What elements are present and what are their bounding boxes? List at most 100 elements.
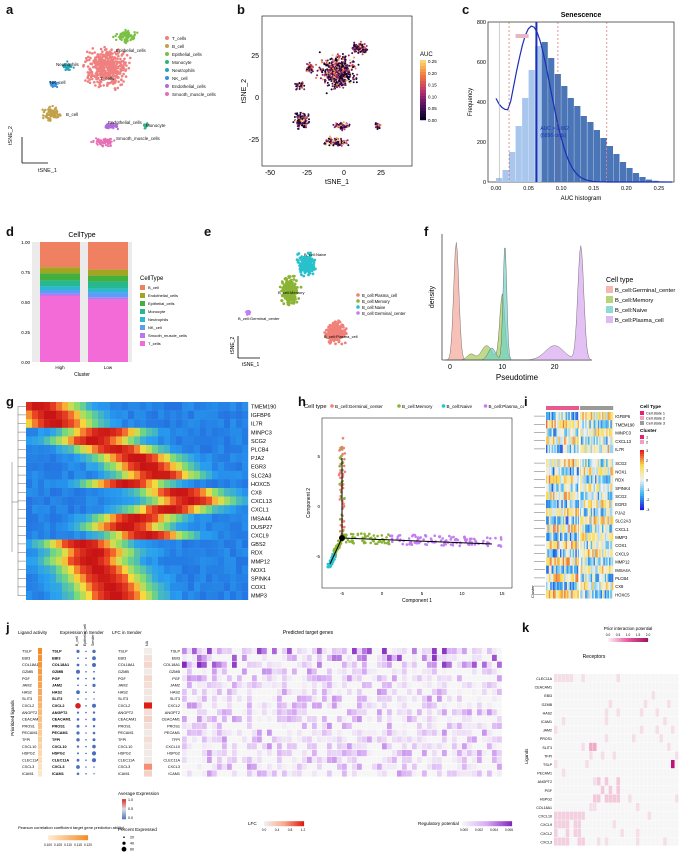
heatmap-cell <box>26 548 32 557</box>
heatmap-cell <box>158 540 164 549</box>
heatmap-cell <box>605 445 607 453</box>
heatmap-cell <box>567 566 569 574</box>
heatmap-cell <box>552 508 554 516</box>
heatmap-cell <box>188 462 194 471</box>
heatmap-cell <box>557 516 559 524</box>
heatmap-gene-label: RDX <box>615 478 624 483</box>
heatmap-cell <box>584 566 586 574</box>
heatmap-cell <box>122 497 128 506</box>
heatmap-cell <box>206 462 212 471</box>
heatmap-cell <box>563 541 565 549</box>
heatmap-cell <box>218 540 224 549</box>
tsne-point-tcell <box>87 74 90 77</box>
heatmap-cell <box>56 411 62 420</box>
heatmap-cell <box>570 412 572 420</box>
heatmap-cell <box>566 557 568 565</box>
heatmap-cell <box>38 514 44 523</box>
heatmap-cell <box>556 590 558 598</box>
heatmap-cell <box>598 459 600 467</box>
heatmap-cell <box>549 459 551 467</box>
heatmap-cell <box>230 471 236 480</box>
heatmap-cell <box>556 533 558 541</box>
auc-point <box>335 142 337 144</box>
tsne-point-tcell <box>109 63 112 66</box>
heatmap-cell <box>164 419 170 428</box>
heatmap-cell <box>557 484 559 492</box>
heatmap-cell <box>595 412 597 420</box>
heatmap-cell <box>152 428 158 437</box>
tsne-point-epithelial <box>124 40 126 42</box>
auc-point <box>296 112 298 114</box>
heatmap-cell <box>598 516 600 524</box>
tsne-point-epithelial <box>115 39 117 41</box>
legend-label: B_cell <box>172 44 184 49</box>
heatmap-cell <box>602 566 604 574</box>
heatmap-cell <box>158 454 164 463</box>
heatmap-cell <box>552 445 554 453</box>
heatmap-cell <box>146 591 152 600</box>
heatmap-cell <box>218 445 224 454</box>
tsne-point-neutrophil <box>64 69 66 71</box>
tsne-a-ylabel: tSNE_2 <box>8 126 14 145</box>
heatmap-cell <box>602 492 604 500</box>
heatmap-cell <box>557 582 559 590</box>
heatmap-cell <box>230 583 236 592</box>
heatmap-cell <box>553 533 555 541</box>
heatmap-cell <box>164 522 170 531</box>
heatmap-cell <box>547 525 549 533</box>
heatmap-cell <box>549 533 551 541</box>
heatmap-cell <box>38 557 44 566</box>
c-ytick: 200 <box>477 140 486 146</box>
heatmap-cell <box>560 428 562 436</box>
heatmap-cell <box>164 505 170 514</box>
heatmap-cell <box>570 525 572 533</box>
legend-dot <box>397 404 401 408</box>
heatmap-cell <box>557 574 559 582</box>
trajectory-point <box>425 535 428 538</box>
auc-point <box>356 81 358 83</box>
heatmap-cell <box>609 412 611 420</box>
heatmap-cell <box>568 475 570 483</box>
heatmap-cell <box>608 445 610 453</box>
heatmap-cell <box>134 591 140 600</box>
heatmap-cell <box>242 522 248 531</box>
heatmap-cell <box>146 411 152 420</box>
heatmap-cell <box>164 445 170 454</box>
heatmap-cell <box>68 540 74 549</box>
heatmap-cell <box>176 497 182 506</box>
heatmap-cell <box>152 583 158 592</box>
heatmap-cell <box>582 533 584 541</box>
auc-legend-bar <box>420 69 426 72</box>
heatmap-cell <box>602 582 604 590</box>
heatmap-cell <box>561 541 563 549</box>
legend-label: Neutrophils <box>148 317 168 322</box>
heatmap-cell <box>587 459 589 467</box>
heatmap-cell <box>566 412 568 420</box>
heatmap-cell <box>605 582 607 590</box>
heatmap-cell <box>603 557 605 565</box>
heatmap-cell <box>182 565 188 574</box>
heatmap-cell <box>599 549 601 557</box>
heatmap-cell <box>575 533 577 541</box>
heatmap-cell <box>561 484 563 492</box>
heatmap-cell <box>594 557 596 565</box>
auc-point <box>352 66 354 68</box>
heatmap-cell <box>561 508 563 516</box>
auc-point <box>342 58 344 60</box>
heatmap-cell <box>56 583 62 592</box>
tsne-point-endothelial <box>117 128 119 130</box>
heatmap-cell <box>206 591 212 600</box>
heatmap-cell <box>582 420 584 428</box>
heatmap-cell <box>581 566 583 574</box>
heatmap-cell <box>32 479 38 488</box>
heatmap-cell <box>134 462 140 471</box>
heatmap-cell <box>601 508 603 516</box>
heatmap-cell <box>589 420 591 428</box>
scale-bar <box>640 460 644 462</box>
heatmap-cell <box>552 541 554 549</box>
auc-point <box>334 86 336 88</box>
